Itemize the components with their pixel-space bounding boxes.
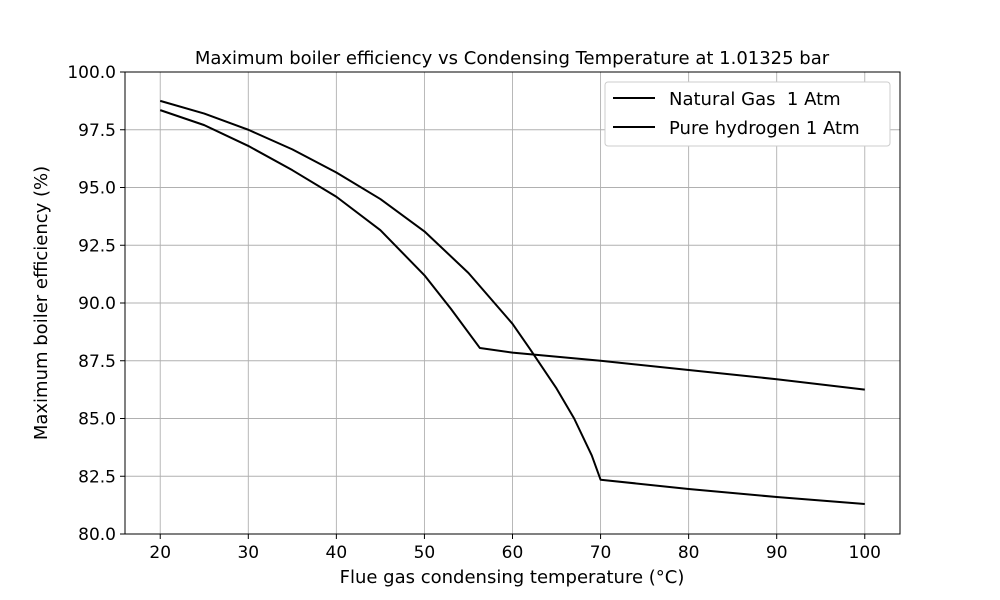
x-tick-label: 100 bbox=[849, 543, 881, 563]
x-tick-label: 70 bbox=[590, 543, 612, 563]
x-tick-label: 50 bbox=[414, 543, 436, 563]
x-tick-label: 80 bbox=[678, 543, 700, 563]
series-line-natural-gas bbox=[159, 99, 865, 505]
y-tick-label: 87.5 bbox=[78, 352, 116, 372]
y-tick-label: 80.0 bbox=[78, 525, 116, 545]
y-tick-label: 95.0 bbox=[78, 179, 116, 199]
y-tick-label: 90.0 bbox=[78, 294, 116, 314]
y-tick-label: 100.0 bbox=[67, 63, 116, 83]
legend-label-pure-hydrogen: Pure hydrogen 1 Atm bbox=[669, 118, 860, 139]
y-tick-label: 97.5 bbox=[78, 121, 116, 141]
y-tick-label: 82.5 bbox=[78, 467, 116, 487]
legend-label-natural-gas: Natural Gas 1 Atm bbox=[669, 89, 841, 110]
y-tick-label: 85.0 bbox=[78, 410, 116, 430]
chart-title: Maximum boiler efficiency vs Condensing … bbox=[195, 48, 830, 69]
series-line-pure-hydrogen bbox=[159, 109, 865, 391]
series-layer bbox=[159, 99, 865, 505]
x-tick-label: 40 bbox=[326, 543, 348, 563]
legend-box bbox=[604, 81, 891, 147]
legend: Natural Gas 1 Atm Pure hydrogen 1 Atm bbox=[604, 81, 891, 147]
x-tick-label: 90 bbox=[766, 543, 788, 563]
x-axis-label: Flue gas condensing temperature (°C) bbox=[340, 567, 685, 588]
y-axis-label: Maximum boiler efficiency (%) bbox=[31, 166, 52, 440]
x-tick-label: 20 bbox=[149, 543, 171, 563]
x-tick-label: 60 bbox=[502, 543, 524, 563]
x-tick-label: 30 bbox=[237, 543, 259, 563]
y-tick-label: 92.5 bbox=[78, 236, 116, 256]
tick-layer: 20 30 40 50 60 70 80 90 100 80.0 82.5 85.0 87.5 90.0 9… bbox=[67, 63, 881, 563]
